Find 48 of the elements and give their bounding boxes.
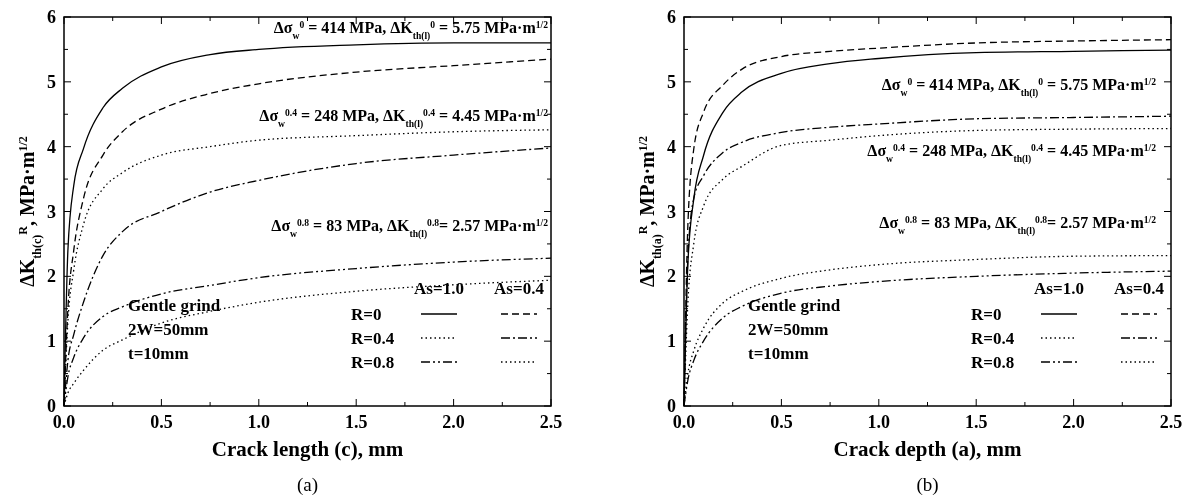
annotation: As=0.4 (494, 279, 545, 298)
annotation: Gentle grind (748, 296, 841, 315)
annotation: R=0.8 (351, 353, 395, 372)
annotation: Gentle grind (128, 296, 221, 315)
y-tick-label: 5 (47, 71, 56, 92)
y-tick-label: 6 (667, 7, 676, 27)
annotation: Δσ$_{w}$$^{0.8}$ = 83 MPa, ΔK$_{th(l)}$$^{0.8}$= 2.57 MPa·m$^{1/2}$ (879, 213, 1157, 237)
y-tick-label: 4 (667, 136, 676, 157)
x-tick-label: 1.0 (867, 412, 891, 432)
x-axis-title: Crack length (c), mm (211, 437, 404, 461)
annotation: As=1.0 (414, 279, 464, 298)
y-tick-label: 4 (47, 136, 56, 157)
text: (a) (296, 474, 319, 496)
annotation: Δσ$_{w}$$^{0}$ = 414 MPa, ΔK$_{th(l)}$$^{0}$ = 5.75 MPa·m$^{1/2}$ (273, 18, 549, 42)
x-tick-label: 2.5 (1159, 412, 1183, 432)
annotation: R=0.8 (971, 353, 1015, 372)
y-tick-label: 1 (667, 331, 676, 352)
y-tick-label: 3 (667, 201, 676, 222)
annotation: Δσ$_{w}$$^{0.8}$ = 83 MPa, ΔK$_{th(l)}$$^{0.8}$= 2.57 MPa·m$^{1/2}$ (271, 216, 549, 240)
y-tick-label: 6 (47, 7, 56, 27)
annotation: As=0.4 (1114, 279, 1165, 298)
x-tick-label: 2.0 (1062, 412, 1085, 432)
y-tick-label: 3 (47, 201, 56, 222)
x-tick-label: 1.0 (247, 412, 271, 432)
x-tick-label: 2.5 (539, 412, 563, 432)
annotation: Δσ$_{w}$$^{0}$ = 414 MPa, ΔK$_{th(l)}$$^{0}$ = 5.75 MPa·m$^{1/2}$ (881, 75, 1157, 99)
x-tick-label: 0.5 (770, 412, 793, 432)
annotation: R=0.4 (971, 329, 1015, 348)
annotation: R=0.4 (351, 329, 395, 348)
x-tick-label: 1.5 (344, 412, 368, 432)
text: (b) (916, 474, 939, 496)
x-axis-title: Crack depth (a), mm (833, 437, 1022, 461)
annotation: Δσ$_{w}$$^{0.4}$ = 248 MPa, ΔK$_{th(l)}$$^{0.4}$ = 4.45 MPa·m$^{1/2}$ (259, 106, 549, 130)
annotation: As=1.0 (1034, 279, 1084, 298)
annotation: 2W=50mm (748, 320, 829, 339)
annotation: Δσ$_{w}$$^{0.4}$ = 248 MPa, ΔK$_{th(l)}$$^{0.4}$ = 4.45 MPa·m$^{1/2}$ (867, 141, 1157, 165)
y-tick-label: 1 (47, 331, 56, 352)
y-tick-label: 2 (667, 266, 676, 287)
annotation: t=10mm (128, 344, 189, 363)
annotation: R=0 (971, 305, 1002, 324)
y-tick-label: 5 (667, 71, 676, 92)
annotation: t=10mm (748, 344, 809, 363)
x-tick-label: 2.0 (442, 412, 465, 432)
x-tick-label: 1.5 (964, 412, 988, 432)
y-tick-label: 2 (47, 266, 56, 287)
x-tick-label: 0.5 (150, 412, 173, 432)
annotation: 2W=50mm (128, 320, 209, 339)
annotation: R=0 (351, 305, 382, 324)
